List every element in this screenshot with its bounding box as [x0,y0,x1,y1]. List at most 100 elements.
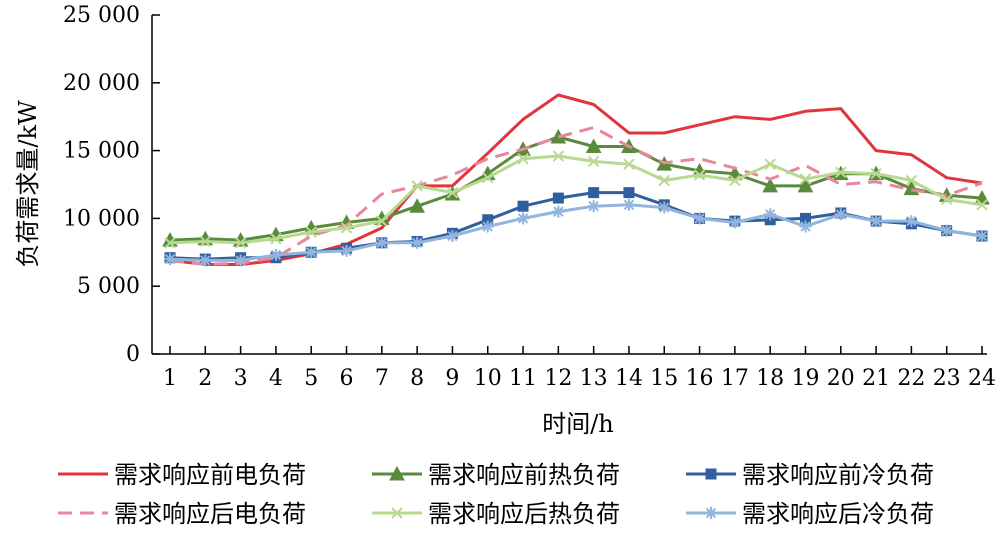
legend-item-5: 需求响应后热负荷 [372,500,620,528]
series-1 [169,93,983,266]
data-point-asterisk-stroke [941,225,952,236]
legend-item-3: 需求响应前冷负荷 [686,461,934,489]
data-point-asterisk [305,246,318,259]
data-point-square [705,468,717,480]
data-point-x [552,150,565,162]
series-line [169,191,983,261]
legend-item-4: 需求响应后电负荷 [58,500,306,528]
legend-label: 需求响应后电负荷 [114,500,306,528]
y-tick-label: 15 000 [63,139,140,164]
data-point-x-stroke [623,158,635,170]
data-point-triangle [762,177,779,193]
data-point-x-stroke [376,215,388,227]
data-point-asterisk-stroke [517,213,529,224]
data-point-x [482,172,494,184]
data-point-asterisk [705,507,717,519]
data-point-x-stroke [305,226,317,238]
data-point-asterisk-stroke [835,209,846,220]
legend-item-6: 需求响应后冷负荷 [686,500,934,528]
data-point-asterisk [905,215,918,228]
data-point-asterisk-stroke [306,247,317,258]
data-point-asterisk [622,198,635,211]
data-point-x-stroke [340,222,353,234]
data-point-x-stroke [164,237,176,249]
x-tick-label: 1 [163,366,177,391]
x-tick-label: 7 [375,366,389,391]
data-point-x [729,174,741,187]
data-point-asterisk [517,212,530,225]
legend-label: 需求响应后热负荷 [428,500,620,528]
data-point-x-stroke [587,155,600,168]
data-point-x [340,222,353,234]
data-point-asterisk [834,208,847,221]
data-point-square [482,214,494,226]
x-tick-label: 10 [474,366,502,391]
y-axis-title: 负荷需求量/kW [14,100,42,268]
data-point-asterisk-stroke [376,237,388,249]
data-point-asterisk [552,205,565,218]
x-axis-title: 时间/h [542,410,614,438]
x-tick-label: 15 [650,366,678,391]
data-point-asterisk-stroke [553,206,564,217]
data-point-square [623,187,635,199]
data-point-x-stroke [411,180,423,192]
data-point-x [835,166,847,179]
data-point-x-stroke [270,233,282,245]
data-point-x [376,215,388,227]
data-point-triangle [585,138,602,154]
y-tick-label: 25 000 [63,3,140,28]
data-point-x-stroke [905,174,918,187]
data-point-asterisk [693,212,706,225]
data-point-x [305,226,317,238]
x-tick-label: 9 [445,366,459,391]
data-point-asterisk [587,200,600,213]
data-point-x [870,167,882,180]
data-point-asterisk-stroke [800,221,811,232]
data-point-square [588,187,600,199]
data-point-asterisk [269,249,282,262]
x-tick-label: 19 [791,366,819,391]
data-point-x [799,173,812,185]
data-point-asterisk-stroke [482,221,493,232]
data-point-asterisk [234,254,247,267]
y-tick-label: 0 [126,342,140,367]
data-point-x-stroke [234,237,247,249]
data-point-x [623,158,635,170]
data-point-asterisk-stroke [976,230,988,242]
data-point-asterisk [375,236,388,249]
data-point-x [693,169,706,181]
data-point-x-stroke [799,173,812,185]
data-point-x-stroke [658,174,670,187]
x-tick-label: 20 [827,366,855,391]
data-point-asterisk [976,230,988,243]
series-line [169,126,983,266]
x-tick-label: 21 [862,366,890,391]
x-tick-label: 22 [897,366,925,391]
data-point-x-stroke [693,169,706,181]
data-point-x-stroke [199,235,212,248]
data-point-asterisk-stroke [200,255,211,266]
series-5 [164,150,988,249]
series-line [169,135,983,242]
data-point-x [587,155,600,168]
legend-label: 需求响应后冷负荷 [742,500,934,528]
data-point-asterisk-stroke [764,209,776,220]
series-line [169,154,983,245]
series-layer [162,93,990,267]
x-tick-label: 6 [340,366,354,391]
data-point-asterisk-stroke [906,215,917,227]
data-point-asterisk [446,230,459,243]
data-point-asterisk [199,254,212,267]
x-tick-label: 24 [968,366,996,391]
data-point-triangle [389,465,405,481]
data-point-square [552,192,564,204]
x-tick-label: 4 [269,366,283,391]
legend-item-1: 需求响应前电负荷 [58,461,306,489]
data-point-asterisk-stroke [447,230,458,242]
data-point-x-stroke [764,158,776,170]
data-point-asterisk-stroke [588,200,599,212]
data-point-x-stroke [976,199,988,211]
data-point-asterisk-stroke [705,507,717,519]
